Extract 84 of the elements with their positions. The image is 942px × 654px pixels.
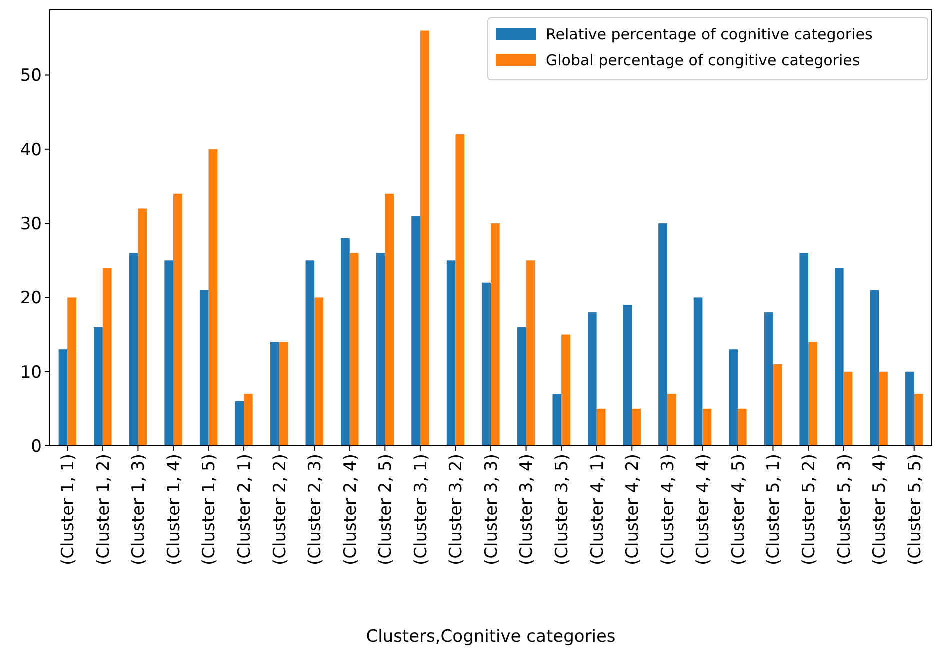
bar: [800, 253, 809, 446]
bar: [738, 408, 747, 446]
bar: [102, 268, 112, 446]
bar: [562, 334, 570, 446]
x-tick-label: (Cluster 2, 5): [376, 454, 396, 566]
bar: [200, 290, 209, 446]
bar: [138, 208, 148, 446]
bar: [764, 312, 774, 446]
bar: [129, 253, 138, 446]
bar: [702, 408, 712, 446]
bar: [244, 394, 253, 446]
bar: [623, 305, 632, 446]
y-tick-label: 50: [20, 66, 42, 86]
x-tick-label: (Cluster 4, 1): [588, 454, 608, 566]
x-tick-label: (Cluster 2, 1): [234, 454, 255, 566]
y-tick-label: 10: [20, 362, 42, 383]
y-tick-label: 20: [20, 288, 42, 309]
bar: [667, 394, 676, 446]
bar: [658, 224, 668, 446]
bar: [588, 312, 597, 446]
bar: [164, 260, 174, 446]
bar: [456, 134, 465, 446]
legend-label: Global percentage of congitive categories: [546, 51, 860, 70]
bar: [412, 216, 420, 446]
bar: [173, 194, 182, 446]
legend-label: Relative percentage of cognitive categories: [546, 25, 873, 44]
x-tick-label: (Cluster 1, 2): [94, 454, 114, 566]
bar: [491, 224, 500, 446]
bar: [94, 327, 103, 446]
x-tick-label: (Cluster 3, 3): [482, 454, 502, 566]
bar: [58, 350, 68, 446]
x-tick-label: (Cluster 4, 5): [728, 454, 749, 566]
bar: [270, 342, 280, 446]
bar: [694, 298, 703, 446]
bar: [844, 372, 853, 446]
x-tick-label: (Cluster 5, 4): [870, 454, 890, 566]
bar: [526, 260, 536, 446]
x-tick-label: (Cluster 4, 2): [623, 454, 644, 566]
x-tick-label: (Cluster 3, 2): [446, 454, 467, 566]
bar: [306, 260, 315, 446]
bar: [870, 290, 880, 446]
y-tick-label: 0: [31, 436, 42, 457]
bar: [376, 253, 386, 446]
bar: [834, 268, 844, 446]
bar: [279, 342, 288, 446]
bar: [879, 372, 888, 446]
x-tick-label: (Cluster 4, 4): [694, 454, 714, 566]
x-tick-label: (Cluster 2, 4): [340, 454, 361, 566]
x-tick-label: (Cluster 2, 2): [270, 454, 290, 566]
bar: [596, 408, 606, 446]
x-tick-label: (Cluster 2, 3): [306, 454, 326, 566]
x-tick-label: (Cluster 1, 1): [58, 454, 79, 566]
bar: [482, 282, 491, 446]
y-tick-label: 40: [20, 140, 42, 160]
bar: [350, 253, 359, 446]
bar: [208, 149, 218, 446]
bar: [314, 298, 324, 446]
x-tick-label: (Cluster 5, 5): [905, 454, 926, 566]
x-tick-label: (Cluster 5, 1): [764, 454, 784, 566]
x-tick-label: (Cluster 3, 5): [552, 454, 573, 566]
x-tick-label: (Cluster 5, 2): [799, 454, 820, 566]
x-tick-label: (Cluster 3, 4): [517, 454, 538, 566]
x-tick-label: (Cluster 1, 4): [164, 454, 184, 566]
bar: [517, 327, 526, 446]
x-tick-label: (Cluster 1, 3): [129, 454, 150, 566]
x-tick-label: (Cluster 3, 1): [411, 454, 432, 566]
bar: [729, 350, 738, 446]
bar: [914, 394, 924, 446]
bar: [632, 408, 641, 446]
x-tick-label: (Cluster 5, 3): [834, 454, 855, 566]
bar: [235, 402, 244, 446]
x-axis-title: Clusters,Cognitive categories: [366, 627, 616, 647]
bar: [385, 194, 394, 446]
x-tick-label: (Cluster 1, 5): [200, 454, 220, 566]
bar: [68, 298, 76, 446]
x-tick-label: (Cluster 4, 3): [658, 454, 678, 566]
bar: [808, 342, 818, 446]
bar: [446, 260, 456, 446]
y-tick-label: 30: [20, 214, 42, 234]
bar: [906, 372, 914, 446]
bar: [420, 30, 430, 446]
bar: [773, 364, 782, 446]
bar: [341, 238, 350, 446]
bar: [552, 394, 562, 446]
